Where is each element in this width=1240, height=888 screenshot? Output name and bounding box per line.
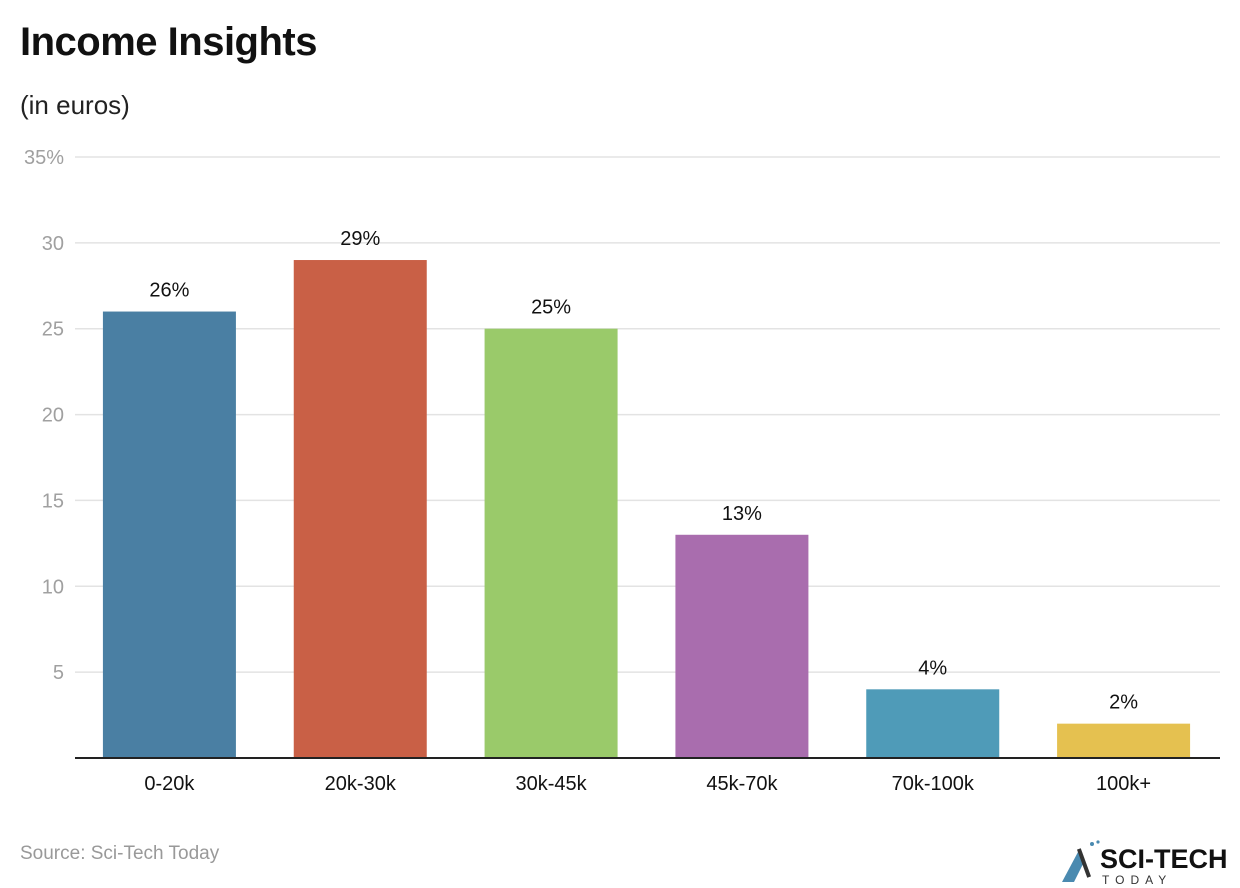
bar-100k+ [1057, 723, 1191, 758]
y-tick-label: 5 [53, 662, 64, 684]
source-note: Source: Sci-Tech Today [20, 843, 220, 864]
bar-0-20k [102, 311, 236, 758]
x-tick-label: 45k-70k [706, 773, 778, 795]
x-tick-label: 30k-45k [516, 773, 588, 795]
x-tick-label: 100k+ [1096, 773, 1151, 795]
bar-45k-70k [675, 534, 809, 758]
data-label: 29% [340, 228, 380, 250]
bar-70k-100k [866, 689, 1000, 758]
svg-text:TODAY: TODAY [1102, 873, 1172, 886]
x-tick-label: 70k-100k [892, 773, 975, 795]
chart-subtitle: (in euros) [20, 90, 130, 120]
y-tick-label: 10 [42, 576, 64, 598]
bar-30k-45k [484, 328, 618, 758]
y-tick-label: 15 [42, 490, 64, 512]
data-label: 25% [531, 297, 571, 319]
chart-title: Income Insights [20, 20, 318, 64]
sci-tech-today-logo: SCI-TECH TODAY [1062, 840, 1228, 886]
data-label: 2% [1109, 692, 1138, 714]
y-tick-label: 20 [42, 405, 64, 427]
data-label: 13% [722, 503, 762, 525]
data-label: 26% [149, 280, 189, 302]
y-tick-label: 30 [42, 233, 64, 255]
x-tick-label: 20k-30k [325, 773, 397, 795]
bar-20k-30k [293, 260, 427, 758]
data-label: 4% [918, 657, 947, 679]
y-tick-label: 35% [24, 147, 64, 169]
y-tick-label: 25 [42, 319, 64, 341]
svg-text:SCI-TECH: SCI-TECH [1100, 844, 1228, 874]
x-tick-label: 0-20k [144, 773, 195, 795]
